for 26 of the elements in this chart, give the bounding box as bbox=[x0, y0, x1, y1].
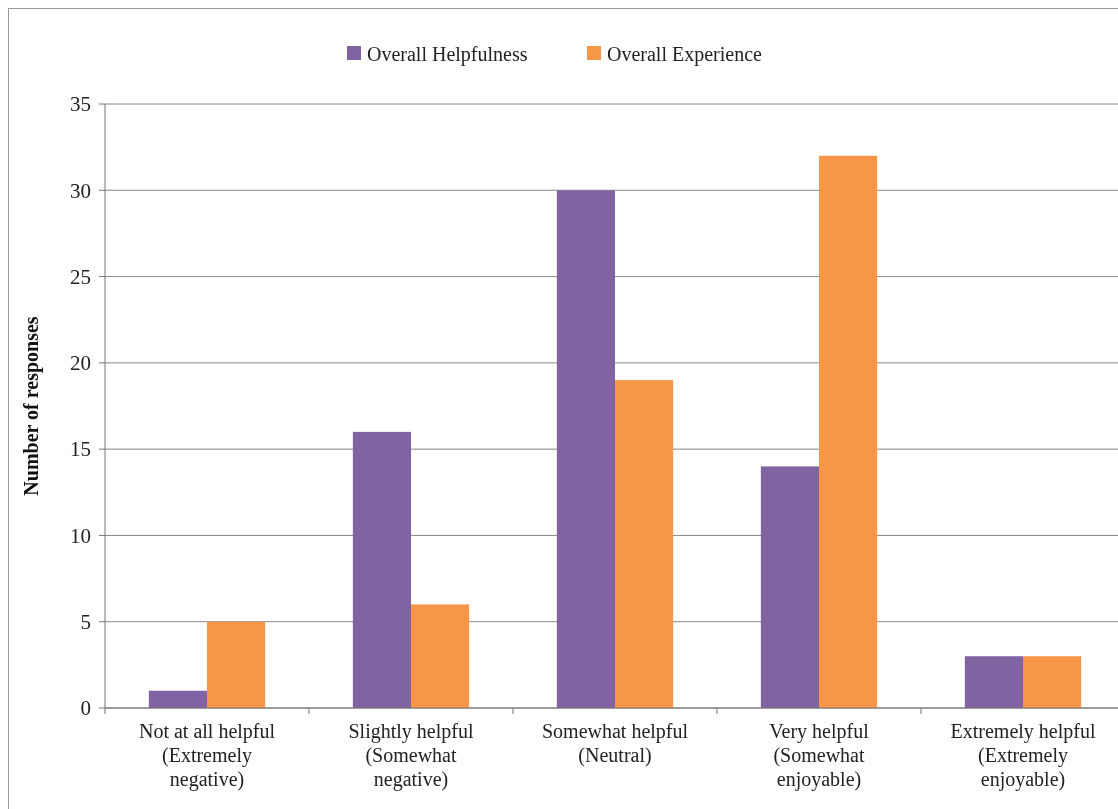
x-tick-label: Not at all helpful (Extremely negative) bbox=[138, 720, 276, 791]
x-tick-label: Extremely helpful (Extremely enjoyable) bbox=[950, 720, 1096, 791]
y-tick-label: 20 bbox=[70, 351, 91, 376]
y-axis-title: Number of responses bbox=[20, 316, 43, 496]
x-tick-label: Very helpful (Somewhat enjoyable) bbox=[769, 720, 870, 791]
bar bbox=[819, 155, 878, 708]
bar bbox=[207, 621, 266, 708]
bar bbox=[411, 604, 470, 708]
x-tick-label: Somewhat helpful (Neutral) bbox=[541, 720, 689, 767]
y-tick-label: 25 bbox=[70, 264, 91, 289]
bar bbox=[148, 690, 207, 708]
bar bbox=[556, 190, 615, 708]
y-tick-label: 5 bbox=[80, 610, 91, 635]
x-tick-label: Slightly helpful (Somewhat negative) bbox=[348, 720, 474, 791]
y-tick-label: 10 bbox=[70, 523, 91, 548]
legend-label: Overall Helpfulness bbox=[367, 43, 528, 66]
bar bbox=[1023, 656, 1082, 708]
bar bbox=[964, 656, 1023, 708]
bar bbox=[615, 380, 674, 708]
y-tick-label: 35 bbox=[70, 92, 91, 117]
bar bbox=[352, 431, 411, 708]
y-tick-label: 15 bbox=[70, 437, 91, 462]
y-tick-label: 30 bbox=[70, 178, 91, 203]
y-tick-label: 0 bbox=[80, 696, 91, 721]
legend-label: Overall Experience bbox=[607, 43, 763, 66]
bar bbox=[760, 466, 819, 708]
